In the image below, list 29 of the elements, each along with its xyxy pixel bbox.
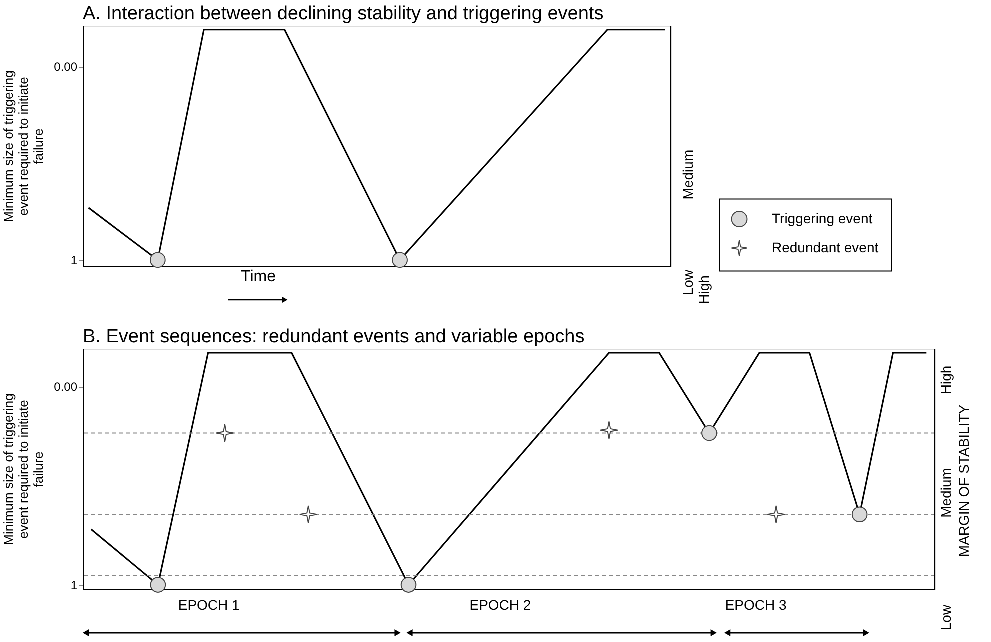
- point: [852, 506, 868, 523]
- point: [216, 424, 234, 442]
- text: Low: [680, 269, 696, 296]
- text: EPOCH 2: [470, 596, 532, 613]
- x-axis-title: Time: [241, 268, 276, 286]
- y-tick-label: 1: [70, 578, 78, 593]
- text: High: [938, 366, 954, 395]
- text: Medium: [938, 468, 954, 518]
- text: EPOCH 1: [178, 596, 240, 613]
- y-tick-label: 0.00: [54, 380, 78, 394]
- point: [299, 505, 318, 524]
- point: [767, 505, 786, 524]
- y2-axis-title: MARGIN OF STABILITY: [956, 404, 972, 558]
- legend-label: Triggering event: [772, 210, 873, 226]
- text: Low: [938, 604, 954, 631]
- point: [600, 421, 618, 440]
- point: [150, 577, 166, 593]
- point: [400, 577, 417, 593]
- y-tick-label: 0.00: [54, 60, 78, 74]
- legend-label: Redundant event: [772, 239, 879, 256]
- chart-title: B. Event sequences: redundant events and variable epochs: [83, 326, 585, 348]
- y-axis-title: Minimum size of triggering event required to initiate failure: [1, 394, 46, 546]
- chart-title: A. Interaction between declining stability and triggering events: [83, 4, 604, 24]
- y-tick-label: 1: [70, 254, 78, 268]
- text: Medium: [680, 150, 696, 200]
- text: High: [696, 276, 712, 304]
- text: EPOCH 3: [725, 596, 788, 613]
- point: [702, 425, 718, 442]
- y-axis-title: Minimum size of triggering event required to initiate failure: [1, 70, 46, 222]
